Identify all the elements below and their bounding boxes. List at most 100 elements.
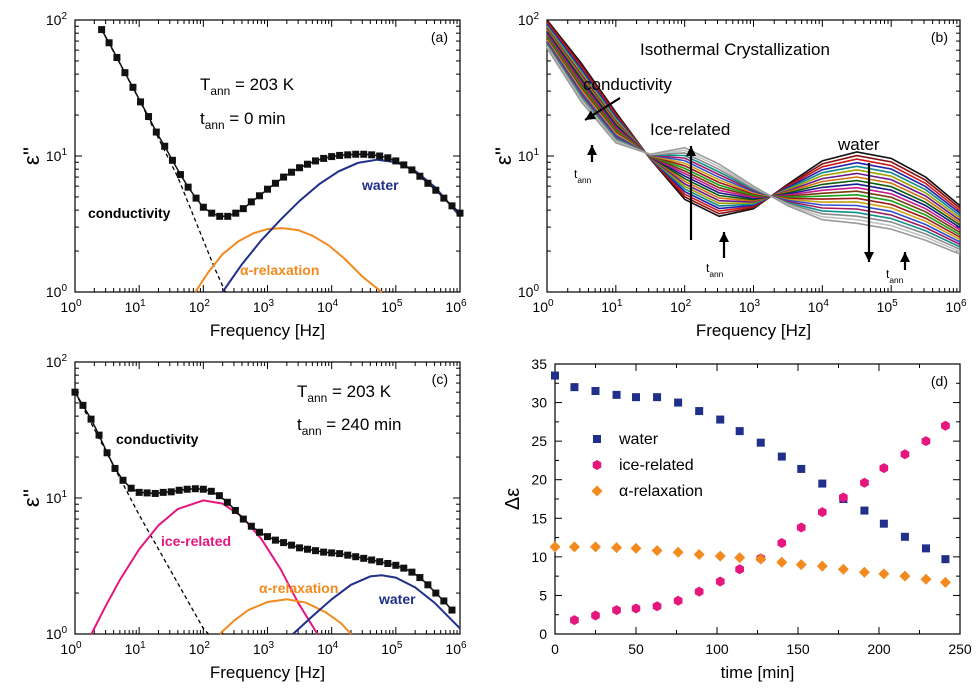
data-point-square bbox=[695, 407, 704, 416]
data-point-diamond bbox=[755, 553, 767, 565]
crystallization-curve bbox=[546, 29, 961, 224]
data-point bbox=[392, 561, 400, 569]
y-axis-label: ε'' bbox=[491, 147, 516, 165]
alpha-relaxation-curve bbox=[194, 227, 383, 293]
data-point-square bbox=[632, 393, 640, 402]
legend-label: water bbox=[618, 431, 659, 448]
data-point bbox=[103, 449, 111, 457]
y-axis-label: ε'' bbox=[19, 147, 44, 165]
data-point bbox=[303, 160, 311, 168]
data-point-square bbox=[941, 555, 950, 564]
data-point bbox=[137, 98, 145, 106]
data-point-diamond bbox=[920, 573, 932, 585]
data-point bbox=[168, 156, 176, 164]
x-axis-label: Frequency [Hz] bbox=[210, 663, 325, 682]
water-arrow-head bbox=[864, 252, 874, 262]
data-point-diamond bbox=[549, 541, 561, 553]
data-point bbox=[440, 194, 448, 202]
panel-label: (d) bbox=[931, 373, 948, 389]
data-point-hexagon bbox=[694, 586, 704, 597]
data-point bbox=[191, 485, 199, 493]
crystallization-curve bbox=[546, 39, 961, 241]
data-point-hexagon bbox=[879, 463, 889, 474]
crystallization-curve bbox=[546, 36, 961, 236]
ice-related-arrow-head bbox=[686, 146, 696, 156]
data-point bbox=[175, 486, 183, 494]
data-point-square bbox=[674, 398, 683, 407]
data-point bbox=[113, 53, 121, 61]
x-tick-label: 104 bbox=[317, 640, 339, 657]
data-point bbox=[264, 185, 271, 193]
data-point bbox=[143, 489, 151, 497]
data-point-diamond bbox=[568, 541, 580, 553]
x-tick-label: 106 bbox=[945, 298, 967, 315]
data-point bbox=[98, 26, 106, 34]
data-point bbox=[384, 154, 392, 162]
data-point bbox=[224, 212, 232, 220]
data-point bbox=[424, 179, 432, 187]
conductivity-arrow-head bbox=[585, 110, 597, 120]
conductivity-curve bbox=[74, 391, 209, 635]
crystallization-curve bbox=[546, 22, 961, 212]
data-point bbox=[280, 539, 288, 547]
data-point bbox=[296, 164, 304, 172]
data-point bbox=[239, 515, 247, 523]
data-point bbox=[288, 168, 296, 176]
data-point-diamond bbox=[795, 559, 807, 571]
data-point-square bbox=[756, 438, 765, 447]
data-point bbox=[424, 581, 432, 589]
water-label: water bbox=[361, 177, 399, 193]
data-point bbox=[184, 183, 192, 191]
data-point bbox=[352, 150, 360, 158]
data-point bbox=[303, 545, 311, 553]
y-tick-label: 35 bbox=[531, 356, 547, 372]
time-annotation: tann = 240 min bbox=[297, 415, 401, 438]
data-point bbox=[207, 487, 215, 495]
alpha-relaxation-label: α-relaxation bbox=[240, 262, 319, 278]
data-point bbox=[408, 568, 416, 576]
data-point-diamond bbox=[899, 570, 911, 582]
t-ann-label: tann bbox=[886, 267, 904, 285]
data-point-square bbox=[570, 383, 579, 392]
data-point-diamond bbox=[590, 541, 601, 553]
data-point bbox=[336, 550, 344, 558]
alpha-relaxation-label: α-relaxation bbox=[259, 580, 338, 596]
x-tick-label: 100 bbox=[60, 298, 82, 315]
data-point bbox=[239, 205, 247, 213]
crystallization-curve bbox=[546, 20, 961, 215]
x-tick-label: 250 bbox=[948, 641, 972, 657]
data-point-square bbox=[777, 452, 786, 461]
data-point bbox=[87, 415, 95, 423]
y-tick-label: 0 bbox=[539, 626, 547, 642]
y-tick-label: 15 bbox=[531, 510, 547, 526]
x-tick-label: 102 bbox=[670, 298, 692, 315]
data-point-square bbox=[900, 532, 909, 541]
data-point bbox=[105, 39, 113, 47]
data-point bbox=[271, 179, 279, 187]
data-point-diamond bbox=[939, 576, 951, 588]
data-point-diamond bbox=[837, 563, 849, 575]
data-point bbox=[127, 484, 135, 492]
crystallization-curve bbox=[546, 43, 961, 248]
data-point bbox=[199, 203, 207, 211]
x-tick-label: 106 bbox=[445, 640, 467, 657]
x-tick-label: 100 bbox=[60, 640, 82, 657]
plot-frame bbox=[554, 363, 961, 635]
data-point-square bbox=[591, 387, 600, 395]
data-point-hexagon bbox=[715, 576, 725, 587]
data-point bbox=[408, 166, 416, 174]
x-tick-label: 101 bbox=[125, 298, 147, 315]
y-tick-label: 30 bbox=[531, 395, 547, 411]
x-axis-label: Frequency [Hz] bbox=[696, 321, 811, 340]
x-tick-label: 0 bbox=[551, 641, 559, 657]
data-point-hexagon bbox=[839, 492, 848, 503]
x-tick-label: 101 bbox=[125, 640, 147, 657]
data-point-hexagon bbox=[631, 603, 641, 614]
conductivity-label: conductivity bbox=[583, 75, 672, 94]
data-point bbox=[376, 152, 384, 160]
ice-related-label: Ice-related bbox=[650, 120, 730, 139]
t-ann-arrow-head bbox=[719, 232, 729, 242]
data-point bbox=[129, 83, 137, 91]
data-point-diamond bbox=[630, 542, 642, 554]
data-point bbox=[360, 150, 368, 158]
